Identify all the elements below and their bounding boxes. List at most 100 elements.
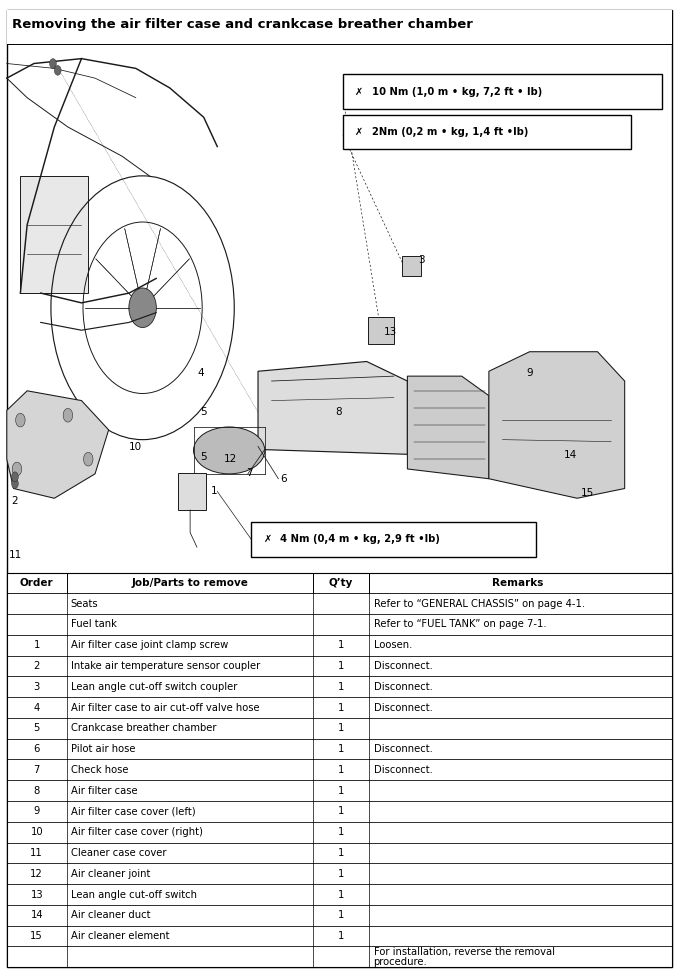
Text: 10 Nm (1,0 m • kg, 7,2 ft • lb): 10 Nm (1,0 m • kg, 7,2 ft • lb) — [372, 87, 543, 97]
Text: Lean angle cut-off switch: Lean angle cut-off switch — [71, 889, 197, 900]
Text: Air cleaner joint: Air cleaner joint — [71, 869, 150, 878]
Text: Cleaner case cover: Cleaner case cover — [71, 848, 166, 858]
Text: 1: 1 — [338, 848, 344, 858]
Text: 1: 1 — [338, 702, 344, 712]
Text: 4: 4 — [33, 702, 40, 712]
Text: 13: 13 — [31, 889, 43, 900]
Bar — [7, 781, 672, 801]
Text: Q’ty: Q’ty — [329, 578, 353, 588]
Text: 1: 1 — [338, 806, 344, 817]
Text: 9: 9 — [526, 368, 533, 378]
Text: 2Nm (0,2 m • kg, 1,4 ft •lb): 2Nm (0,2 m • kg, 1,4 ft •lb) — [372, 127, 528, 137]
Circle shape — [12, 479, 18, 488]
Circle shape — [129, 288, 156, 327]
Text: Air filter case to air cut-off valve hose: Air filter case to air cut-off valve hos… — [71, 702, 259, 712]
Text: 12: 12 — [224, 454, 238, 464]
Text: Disconnect.: Disconnect. — [373, 682, 433, 692]
Circle shape — [16, 413, 25, 427]
Bar — [7, 947, 672, 967]
Text: 1: 1 — [338, 911, 344, 920]
Text: ✗: ✗ — [355, 127, 363, 137]
Text: Air cleaner element: Air cleaner element — [71, 931, 169, 941]
Text: 1: 1 — [338, 765, 344, 775]
Text: 6: 6 — [280, 474, 287, 484]
Text: 7: 7 — [33, 765, 40, 775]
Circle shape — [12, 462, 22, 476]
Bar — [402, 256, 421, 276]
Text: 15: 15 — [31, 931, 43, 941]
Text: procedure.: procedure. — [373, 957, 427, 967]
Text: 7: 7 — [246, 468, 253, 478]
Text: Disconnect.: Disconnect. — [373, 702, 433, 712]
Text: Air cleaner duct: Air cleaner duct — [71, 911, 150, 920]
Text: ✗: ✗ — [355, 87, 363, 97]
Text: 1: 1 — [338, 744, 344, 754]
Text: 10: 10 — [129, 443, 143, 452]
Text: 1: 1 — [338, 931, 344, 941]
Bar — [7, 718, 672, 739]
Bar — [7, 905, 672, 925]
Bar — [178, 473, 206, 510]
Ellipse shape — [194, 427, 265, 474]
Bar — [7, 676, 672, 698]
Bar — [7, 801, 672, 822]
Text: Intake air temperature sensor coupler: Intake air temperature sensor coupler — [71, 661, 260, 671]
Text: Refer to “GENERAL CHASSIS” on page 4-1.: Refer to “GENERAL CHASSIS” on page 4-1. — [373, 599, 585, 609]
Polygon shape — [489, 352, 625, 498]
Bar — [7, 759, 672, 781]
Circle shape — [50, 59, 56, 68]
Bar — [7, 615, 672, 635]
Circle shape — [84, 452, 93, 466]
Text: Air filter case cover (right): Air filter case cover (right) — [71, 828, 202, 837]
Text: 5: 5 — [200, 452, 207, 462]
Text: ✗: ✗ — [263, 534, 272, 544]
Text: Disconnect.: Disconnect. — [373, 744, 433, 754]
Text: Remarks: Remarks — [492, 578, 543, 588]
Bar — [7, 925, 672, 947]
Text: Order: Order — [20, 578, 54, 588]
Text: 1: 1 — [338, 682, 344, 692]
Bar — [7, 593, 672, 615]
Text: 1: 1 — [338, 640, 344, 651]
Text: 1: 1 — [338, 661, 344, 671]
Text: 3: 3 — [33, 682, 40, 692]
Circle shape — [63, 408, 73, 422]
Bar — [7, 864, 672, 884]
Text: For installation, reverse the removal: For installation, reverse the removal — [373, 948, 555, 957]
Text: 5: 5 — [33, 723, 40, 734]
Text: Disconnect.: Disconnect. — [373, 661, 433, 671]
Bar — [368, 317, 394, 344]
Text: 14: 14 — [564, 450, 577, 460]
Text: 1: 1 — [338, 786, 344, 795]
Text: 4: 4 — [197, 368, 204, 378]
Text: Job/Parts to remove: Job/Parts to remove — [131, 578, 249, 588]
Text: 8: 8 — [33, 786, 40, 795]
Text: 1: 1 — [338, 828, 344, 837]
Text: 2: 2 — [12, 496, 18, 506]
Text: 14: 14 — [31, 911, 43, 920]
Circle shape — [12, 472, 18, 482]
Bar — [7, 739, 672, 759]
Text: 8: 8 — [335, 407, 342, 417]
Text: 11: 11 — [31, 848, 43, 858]
Text: Pilot air hose: Pilot air hose — [71, 744, 135, 754]
Bar — [343, 115, 631, 149]
Bar — [7, 842, 672, 864]
Bar — [7, 573, 672, 967]
Text: 4 Nm (0,4 m • kg, 2,9 ft •lb): 4 Nm (0,4 m • kg, 2,9 ft •lb) — [280, 534, 440, 544]
Text: Disconnect.: Disconnect. — [373, 765, 433, 775]
Text: 11: 11 — [8, 550, 22, 560]
Bar — [7, 10, 672, 44]
Bar — [7, 884, 672, 905]
Bar — [7, 822, 672, 842]
Text: 2: 2 — [33, 661, 40, 671]
Text: Lean angle cut-off switch coupler: Lean angle cut-off switch coupler — [71, 682, 237, 692]
Text: 1: 1 — [338, 723, 344, 734]
Text: 6: 6 — [33, 744, 40, 754]
Text: Air filter case joint clamp screw: Air filter case joint clamp screw — [71, 640, 228, 651]
Text: Crankcase breather chamber: Crankcase breather chamber — [71, 723, 216, 734]
Polygon shape — [7, 391, 109, 498]
Text: 1: 1 — [33, 640, 40, 651]
Polygon shape — [407, 376, 489, 479]
Text: 5: 5 — [200, 407, 207, 417]
